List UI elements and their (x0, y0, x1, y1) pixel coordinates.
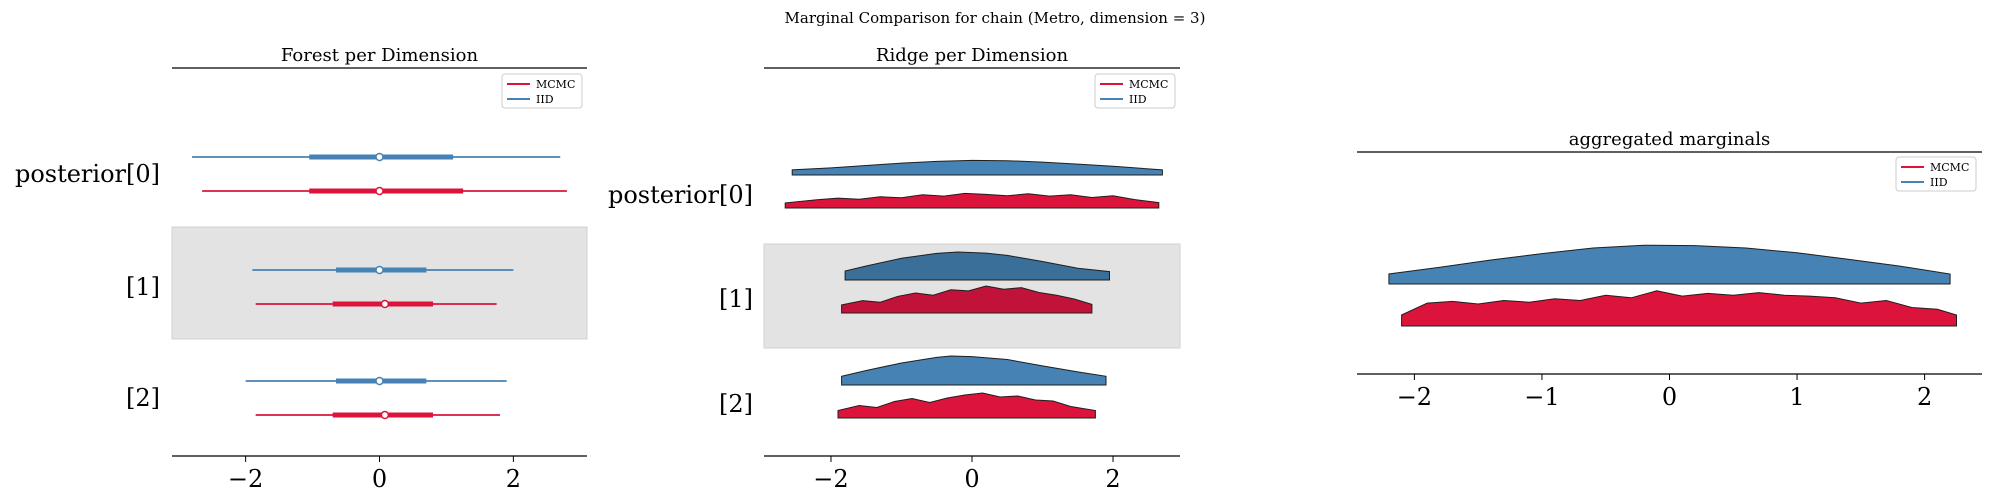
forest-legend: MCMC IID (501, 73, 583, 109)
aggregated-xtick-label: 1 (1789, 383, 1804, 411)
aggregated-title: aggregated marginals (1569, 129, 1770, 150)
forest-mcmc-median-point (375, 186, 384, 196)
forest-title: Forest per Dimension (281, 45, 479, 66)
ridge-mcmc-density (837, 392, 1096, 419)
forest-band-row-1 (171, 226, 588, 340)
forest-iid-median-point (375, 376, 384, 386)
forest-iid-median-point (375, 265, 384, 275)
forest-xtick-label: 0 (372, 465, 387, 493)
ridge-row-label: posterior[0] (608, 181, 753, 209)
ridge-iid-density (841, 355, 1107, 386)
ridge-legend-label: MCMC (1129, 78, 1168, 91)
forest-xtick-label: 2 (506, 465, 521, 493)
ridge-xtick-label: −2 (813, 465, 848, 493)
aggregated-xtick-label: −1 (1524, 383, 1559, 411)
ridge-mcmc-density (841, 285, 1093, 314)
ridge-title: Ridge per Dimension (876, 45, 1069, 66)
aggregated-legend-label: IID (1930, 176, 1948, 189)
ridge-xtick-label: 2 (1105, 465, 1120, 493)
forest-row-label: [1] (126, 273, 160, 301)
ridge-row-label: [1] (719, 285, 753, 313)
aggregated-xtick-label: 0 (1662, 383, 1677, 411)
ridge-iid-density (791, 159, 1163, 176)
ridge-row-label: [2] (719, 390, 753, 418)
aggregated-iid-density (1388, 244, 1951, 285)
forest-mcmc-median-point (380, 410, 390, 420)
ridge-legend-label: IID (1129, 93, 1147, 106)
aggregated-xtick-label: 2 (1917, 383, 1932, 411)
forest-mcmc-median-point (380, 299, 390, 309)
forest-legend-label: IID (536, 93, 554, 106)
aggregated-mcmc-density (1401, 290, 1957, 327)
forest-legend-label: MCMC (536, 78, 575, 91)
forest-xtick-label: −2 (228, 465, 263, 493)
ridge-mcmc-density (784, 192, 1160, 209)
ridge-xtick-label: 0 (964, 465, 979, 493)
aggregated-xtick-label: −2 (1397, 383, 1432, 411)
figure-suptitle: Marginal Comparison for chain (Metro, di… (785, 9, 1206, 27)
ridge-legend: MCMC IID (1094, 73, 1176, 109)
ridge-iid-density (844, 251, 1110, 281)
forest-iid-median-point (375, 152, 384, 162)
aggregated-legend-label: MCMC (1930, 161, 1969, 174)
aggregated-legend: MCMC IID (1895, 156, 1977, 192)
forest-row-label: posterior[0] (15, 160, 160, 188)
forest-row-label: [2] (126, 384, 160, 412)
